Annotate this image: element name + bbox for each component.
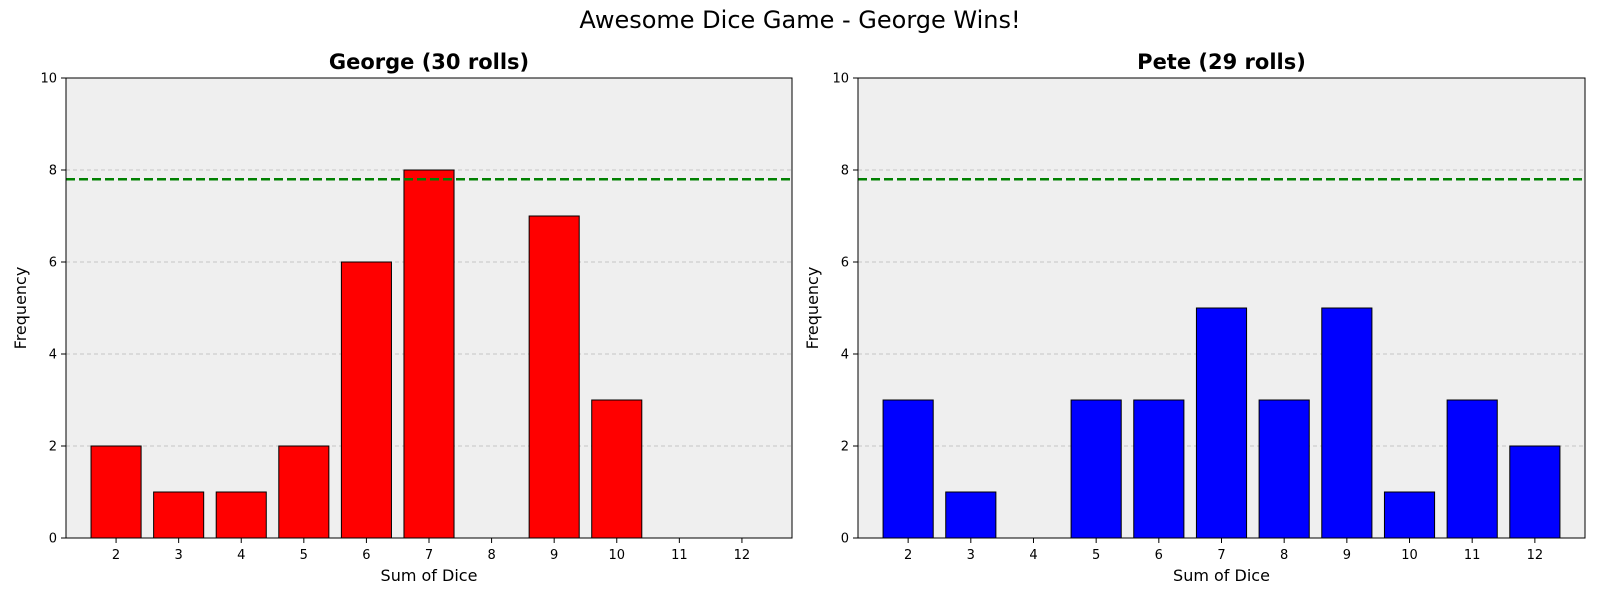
pete-ytick-label: 2: [841, 440, 849, 455]
pete-xtick-label: 2: [904, 548, 912, 563]
pete-xtick-label: 4: [1029, 548, 1037, 563]
pete-xtick-label: 8: [1280, 548, 1288, 563]
pete-bar-2: [882, 399, 934, 539]
pete-xtick-label: 10: [1401, 548, 1418, 563]
george-bar-5: [278, 445, 330, 539]
pete-ytick-label: 8: [841, 164, 849, 179]
george-ytick-label: 2: [49, 440, 57, 455]
pete-bar-3: [945, 491, 997, 539]
george-xtick-label: 7: [425, 548, 433, 563]
george-ytick-label: 10: [40, 72, 57, 87]
george-xtick-label: 12: [734, 548, 751, 563]
pete-panel-title: Pete (29 rolls): [1137, 50, 1306, 74]
george-ytick-label: 8: [49, 164, 57, 179]
george-bar-10: [591, 399, 643, 539]
pete-xtick-label: 11: [1464, 548, 1481, 563]
pete-xtick-label: 7: [1217, 548, 1225, 563]
pete-xtick-label: 3: [967, 548, 975, 563]
george-xtick-label: 11: [671, 548, 688, 563]
george-ytick-label: 0: [49, 532, 57, 547]
pete-bar-9: [1321, 307, 1373, 539]
george-bar-4: [215, 491, 267, 539]
pete-bar-11: [1446, 399, 1498, 539]
pete-bar-10: [1383, 491, 1436, 539]
pete-bar-12: [1509, 445, 1561, 539]
pete-ytick-label: 0: [841, 532, 849, 547]
george-xtick-label: 5: [300, 548, 308, 563]
pete-yaxis-label: Frequency: [803, 267, 822, 350]
pete-xtick-label: 6: [1155, 548, 1163, 563]
george-bar-6: [340, 261, 392, 539]
george-xtick-label: 6: [362, 548, 370, 563]
george-xtick-label: 10: [608, 548, 625, 563]
pete-bar-6: [1133, 399, 1185, 539]
george-ytick-label: 4: [49, 348, 57, 363]
pete-bar-5: [1070, 399, 1122, 539]
george-xtick-label: 3: [175, 548, 183, 563]
pete-ytick-label: 6: [841, 256, 849, 271]
pete-bar-7: [1195, 307, 1248, 539]
george-bar-9: [528, 215, 580, 539]
george-bar-3: [153, 491, 205, 539]
george-panel-title: George (30 rolls): [329, 50, 529, 74]
george-ytick-label: 6: [49, 256, 57, 271]
george-bar-2: [90, 445, 142, 539]
george-xtick-label: 9: [550, 548, 558, 563]
pete-ytick-label: 10: [832, 72, 849, 87]
pete-xtick-label: 5: [1092, 548, 1100, 563]
george-xaxis-label: Sum of Dice: [381, 566, 478, 585]
george-xtick-label: 4: [237, 548, 245, 563]
pete-xtick-label: 12: [1527, 548, 1544, 563]
pete-bar-8: [1258, 399, 1310, 539]
george-bar-7: [403, 169, 455, 539]
george-yaxis-label: Frequency: [11, 267, 30, 350]
pete-xaxis-label: Sum of Dice: [1173, 566, 1270, 585]
pete-xtick-label: 9: [1343, 548, 1351, 563]
george-xtick-label: 2: [112, 548, 120, 563]
george-xtick-label: 8: [487, 548, 495, 563]
pete-ytick-label: 4: [841, 348, 849, 363]
figure-suptitle: Awesome Dice Game - George Wins!: [579, 6, 1021, 34]
